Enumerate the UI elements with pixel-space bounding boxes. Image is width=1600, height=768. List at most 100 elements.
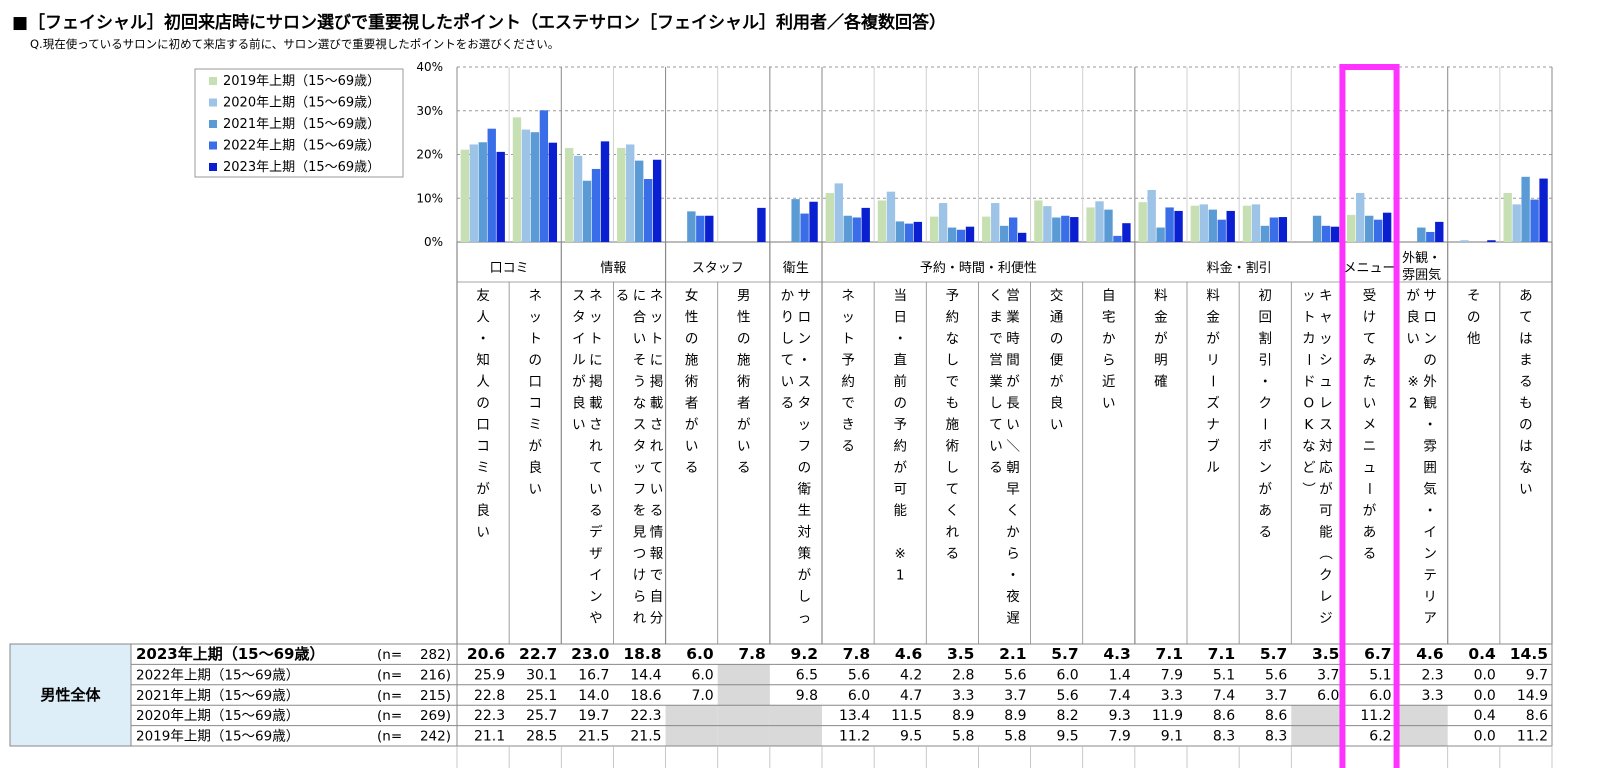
table-value: 4.7 [900, 688, 922, 704]
group-header: 予約・時間・利便性 [920, 261, 1037, 276]
table-value: 6.0 [1317, 688, 1339, 704]
category-label-char: が [1258, 482, 1272, 498]
category-label-char: い [528, 482, 542, 498]
category-label-char: ス [633, 417, 647, 433]
table-value: 6.5 [796, 667, 818, 683]
category-label-char: く [946, 503, 960, 519]
category-label-char: い [1050, 417, 1064, 433]
category-label-char: れ [633, 611, 647, 627]
category-label-char: ・ [893, 331, 907, 347]
category-label-char: い [1006, 417, 1020, 433]
category-label-char: ・ [1006, 568, 1020, 584]
table-value: 16.7 [578, 667, 609, 683]
bar [800, 213, 809, 242]
category-label-char: く [1006, 503, 1020, 519]
category-label-char: い [1406, 331, 1420, 347]
category-label-char: 近 [1102, 374, 1116, 390]
category-label-char: K [1304, 417, 1314, 433]
category-label-char: 可 [893, 482, 907, 498]
category-label-char: 掲 [650, 374, 664, 390]
table-value: 7.1 [1208, 645, 1235, 663]
category-label-char: ズ [1206, 396, 1220, 412]
category-label-char: し [946, 353, 960, 369]
row-n: 216) [420, 667, 451, 683]
category-label-char: し [798, 589, 812, 605]
table-value: 6.2 [1369, 729, 1391, 745]
category-label-char: 施 [946, 417, 960, 433]
category-label-char: ス [798, 374, 812, 390]
bar [861, 207, 870, 242]
bar [1113, 235, 1122, 242]
bar [904, 223, 914, 242]
category-label-char: 確 [1154, 374, 1168, 390]
category-label-char: て [989, 417, 1003, 433]
category-label-char: る [946, 546, 960, 562]
bar [1487, 240, 1496, 242]
category-label-char: 者 [737, 396, 751, 412]
table-value: 5.7 [1051, 645, 1078, 663]
legend-swatch [209, 141, 217, 150]
category-label-char: ッ [650, 310, 664, 326]
category-label-char: 金 [1154, 310, 1168, 326]
bar [1347, 214, 1356, 242]
category-label-char: ・ [476, 331, 490, 347]
table-value: 6.7 [1364, 645, 1391, 663]
category-label-char: ナ [1206, 417, 1220, 433]
category-label-char: 自 [1102, 288, 1116, 304]
category-label-char: ス [572, 288, 586, 304]
table-value: 8.9 [952, 708, 974, 724]
category-label-char: ッ [528, 310, 542, 326]
category-label-char: 対 [1319, 439, 1333, 455]
category-label-char: 受 [1363, 288, 1377, 304]
category-label-char: い [737, 439, 751, 455]
category-label-char: か [1006, 525, 1020, 541]
bar [1269, 217, 1279, 242]
table-value: 11.5 [891, 708, 922, 724]
category-label-char: て [946, 482, 960, 498]
category-label-char: る [989, 460, 1003, 476]
category-label-char: 人 [476, 374, 490, 390]
bar [487, 128, 496, 242]
bar [1521, 176, 1530, 242]
category-label-char: い [589, 482, 603, 498]
table-value: 18.8 [623, 645, 661, 663]
bar [564, 147, 574, 242]
group-header: 口コミ [490, 261, 529, 276]
legend-label: 2020年上期（15～69歳） [223, 96, 380, 111]
category-label-char: 長 [1006, 396, 1020, 412]
category-label-char: 見 [633, 525, 647, 541]
row-n-prefix: (n= [377, 647, 402, 663]
category-label-char: 可 [1319, 503, 1333, 519]
category-label-char: さ [650, 417, 664, 433]
category-label-char: あ [1258, 503, 1272, 519]
bar [1156, 227, 1165, 242]
category-label-char: 予 [946, 288, 960, 304]
category-label-char: ン [1258, 460, 1272, 476]
category-label-char: 口 [476, 417, 490, 433]
category-label-char: 約 [893, 439, 907, 455]
category-label-char: あ [1363, 525, 1377, 541]
bar [1070, 217, 1079, 242]
bar [460, 149, 470, 242]
table-value: 8.6 [1213, 708, 1235, 724]
category-label-char: 通 [1050, 310, 1064, 326]
category-label-char: 金 [1206, 310, 1220, 326]
category-label-char: 2 [1409, 396, 1418, 412]
bar [521, 129, 531, 242]
group-header: 料金・割引 [1207, 260, 1272, 276]
table-value: 8.3 [1213, 729, 1235, 745]
category-label-char: 回 [1258, 310, 1272, 326]
table-value: 5.8 [1004, 729, 1026, 745]
category-label-char: ※ [1407, 374, 1418, 390]
table-value: 28.5 [526, 729, 557, 745]
legend-swatch [209, 98, 217, 107]
category-label-char: ッ [589, 310, 603, 326]
bar [929, 216, 939, 242]
bar [1435, 221, 1444, 242]
table-value: 0.0 [1474, 729, 1496, 745]
category-label-char: O [1304, 396, 1315, 412]
bar [617, 147, 626, 242]
group-header: 衛生 [783, 261, 809, 276]
table-value: 5.7 [1260, 645, 1287, 663]
bar [591, 168, 601, 242]
